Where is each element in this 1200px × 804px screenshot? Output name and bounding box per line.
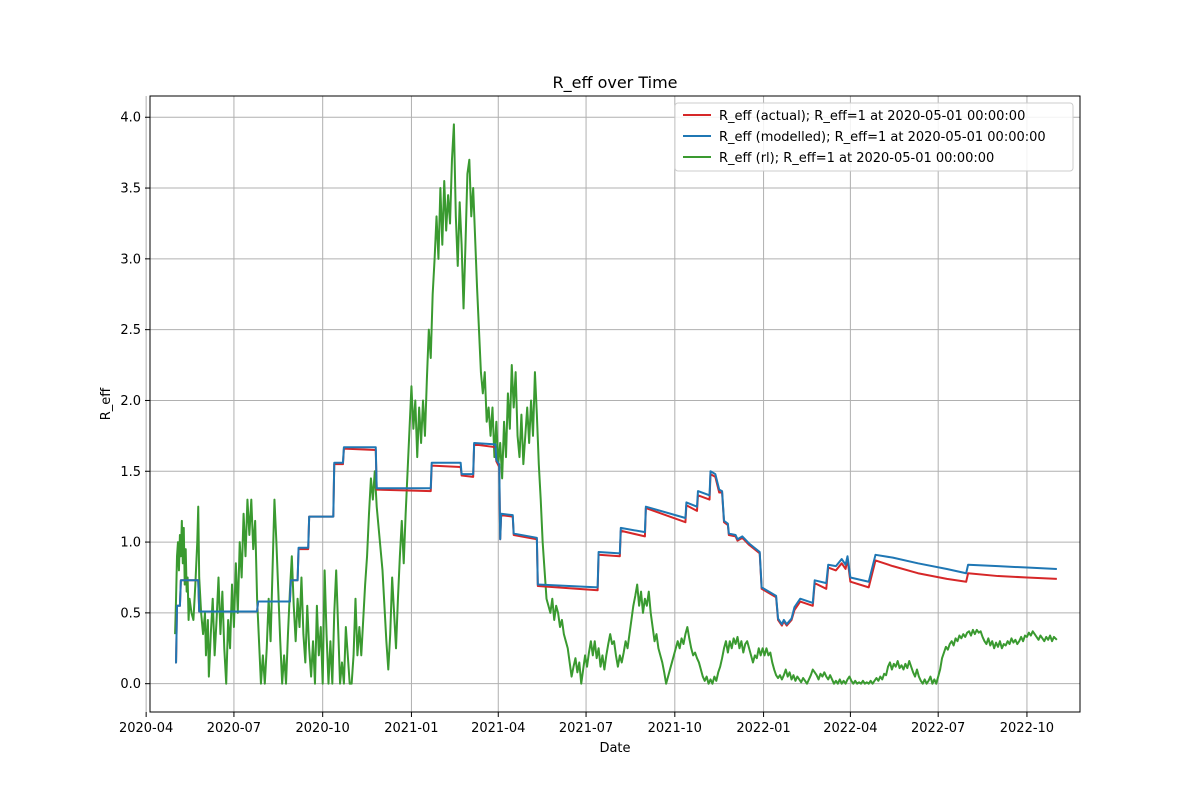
legend-box [674, 102, 1074, 172]
x-tick-label: 2021-01 [384, 721, 438, 736]
y-axis-ticks: 0.0 0.5 1.0 1.5 2.0 2.5 3.0 3.5 4.0 [120, 111, 150, 692]
y-tick-label: 0.0 [120, 677, 141, 692]
x-tick-label: 2022-04 [823, 721, 877, 736]
x-tick-label: 2021-04 [471, 721, 525, 736]
x-tick-label: 2021-07 [559, 721, 613, 736]
y-tick-label: 3.0 [120, 252, 141, 267]
grid-lines [145, 96, 1080, 712]
y-tick-label: 3.5 [120, 182, 141, 197]
x-tick-label: 2020-04 [119, 721, 173, 736]
x-tick-label: 2022-10 [1000, 721, 1054, 736]
y-tick-label: 1.0 [120, 536, 141, 551]
legend: R_eff (actual); R_eff=1 at 2020-05-01 00… [674, 102, 1074, 172]
series-modelled-line [175, 441, 1057, 664]
x-tick-label: 2020-07 [207, 721, 261, 736]
series-rl-line [174, 123, 1058, 685]
y-tick-label: 0.5 [120, 606, 141, 621]
x-axis-label: Date [599, 741, 630, 756]
chart-title: R_eff over Time [553, 73, 678, 93]
y-axis-label: R_eff [99, 387, 114, 421]
y-tick-label: 4.0 [120, 111, 141, 126]
x-tick-label: 2020-10 [296, 721, 350, 736]
legend-label-modelled: R_eff (modelled); R_eff=1 at 2020-05-01 … [719, 130, 1046, 145]
legend-label-rl: R_eff (rl); R_eff=1 at 2020-05-01 00:00:… [719, 151, 994, 166]
x-tick-label: 2022-07 [911, 721, 965, 736]
x-tick-label: 2022-01 [736, 721, 790, 736]
y-tick-label: 2.0 [120, 394, 141, 409]
series-lines [174, 123, 1058, 685]
y-tick-label: 2.5 [120, 323, 141, 338]
plot-area-frame [149, 95, 1081, 713]
x-axis-ticks: 2020-04 2020-07 2020-10 2021-01 2021-04 2021-… [119, 712, 1054, 736]
x-tick-label: 2021-10 [648, 721, 702, 736]
legend-label-actual: R_eff (actual); R_eff=1 at 2020-05-01 00… [719, 109, 1025, 124]
y-tick-label: 1.5 [120, 465, 141, 480]
